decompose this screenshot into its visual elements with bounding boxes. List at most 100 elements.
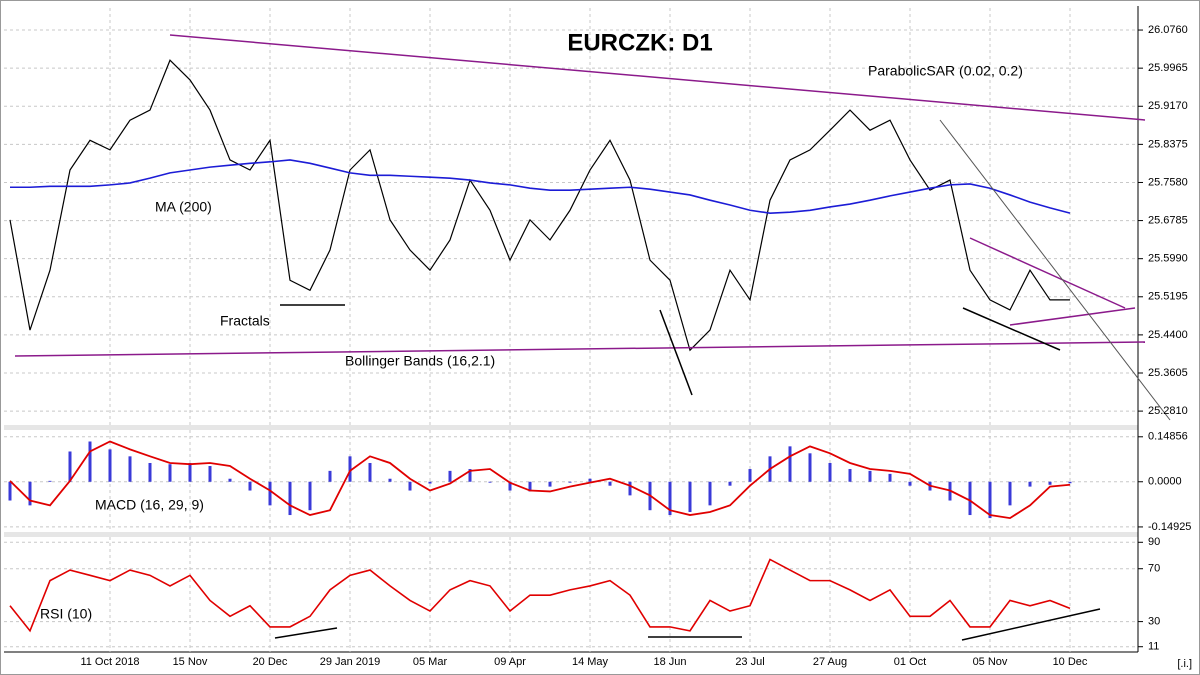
histogram-bar (188, 462, 192, 482)
panel-title: RSI (10) (40, 606, 92, 622)
y-tick-label: 25.6785 (1148, 214, 1188, 226)
histogram-bar (488, 481, 492, 483)
histogram-bar (728, 481, 732, 486)
logo: [.i.] (1177, 658, 1192, 670)
x-tick-label: 20 Dec (253, 656, 288, 668)
histogram-bar (168, 464, 172, 482)
annotation: Bollinger Bands (16,2.1) (345, 353, 495, 369)
x-tick-label: 05 Nov (973, 656, 1008, 668)
histogram-bar (788, 446, 792, 482)
x-tick-label: 29 Jan 2019 (320, 656, 381, 668)
trend-line (962, 307, 1061, 351)
y-tick-label: 25.2810 (1148, 405, 1188, 417)
y-tick-label: 25.9170 (1148, 100, 1188, 112)
histogram-bar (228, 478, 232, 482)
trend-line (14, 341, 1146, 357)
histogram-bar (888, 473, 892, 482)
y-tick-label: 90 (1148, 536, 1160, 548)
series-line (9, 59, 1070, 352)
histogram-bar (148, 462, 152, 482)
y-tick-label: 25.9965 (1148, 62, 1188, 74)
y-tick-label: 0.14856 (1148, 431, 1188, 443)
trend-line (1009, 307, 1136, 326)
histogram-bar (1048, 481, 1052, 485)
histogram-bar (308, 481, 312, 511)
y-tick-label: 25.3605 (1148, 367, 1188, 379)
histogram-bar (548, 481, 552, 487)
histogram-bar (368, 462, 372, 482)
histogram-bar (688, 481, 692, 513)
histogram-bar (608, 481, 612, 486)
x-tick-label: 05 Mar (413, 656, 448, 668)
x-tick-label: 01 Oct (894, 656, 926, 668)
histogram-bar (208, 466, 212, 482)
y-tick-label: 25.8375 (1148, 138, 1188, 150)
x-tick-label: 14 May (572, 656, 609, 668)
histogram-bar (748, 469, 752, 482)
trend-line (659, 309, 693, 396)
histogram-bar (448, 470, 452, 482)
histogram-bar (668, 481, 672, 516)
x-tick-label: 11 Oct 2018 (80, 656, 139, 668)
histogram-bar (48, 480, 52, 482)
histogram-bar (28, 481, 32, 506)
plot-layer (4, 8, 1138, 652)
trend-line (969, 237, 1126, 309)
series-line (9, 440, 1071, 520)
histogram-bar (288, 481, 292, 516)
histogram-bar (808, 453, 812, 482)
x-tick-label: 23 Jul (735, 656, 764, 668)
annotation: Fractals (220, 313, 270, 329)
x-tick-label: 15 Nov (173, 656, 208, 668)
panel-separator (4, 532, 1138, 537)
histogram-bar (848, 469, 852, 482)
series-line (9, 558, 1071, 633)
y-tick-label: 0.0000 (1148, 476, 1182, 488)
y-tick-label: 70 (1148, 563, 1160, 575)
x-tick-label: 27 Aug (813, 656, 847, 668)
histogram-bar (968, 481, 972, 516)
histogram-bar (1068, 481, 1072, 484)
histogram-bar (588, 478, 592, 482)
y-tick-label: 11 (1148, 641, 1159, 653)
histogram-bar (868, 470, 872, 482)
x-tick-label: 18 Jun (653, 656, 686, 668)
histogram-bar (128, 456, 132, 482)
y-tick-label: 25.7580 (1148, 176, 1188, 188)
histogram-bar (528, 481, 532, 492)
trend-line (169, 34, 1146, 121)
histogram-bar (408, 481, 412, 491)
histogram-bar (388, 478, 392, 482)
histogram-bar (1008, 481, 1012, 506)
histogram-bar (568, 481, 572, 483)
y-tick-label: 25.4400 (1148, 329, 1188, 341)
panel-title: MACD (16, 29, 9) (95, 497, 204, 513)
x-tick-label: 09 Apr (494, 656, 526, 668)
histogram-bar (508, 481, 512, 491)
histogram-bar (468, 469, 472, 482)
histogram-bar (988, 481, 992, 519)
histogram-bar (68, 451, 72, 482)
histogram-bar (328, 470, 332, 482)
histogram-bar (908, 481, 912, 486)
y-tick-label: -0.14925 (1148, 521, 1191, 533)
series-line (10, 159, 1071, 214)
rsi-trend-line (274, 627, 338, 639)
histogram-bar (268, 481, 272, 506)
y-tick-label: 25.5990 (1148, 253, 1188, 265)
y-tick-label: 25.5195 (1148, 291, 1188, 303)
histogram-bar (828, 462, 832, 482)
x-tick-label: 10 Dec (1053, 656, 1088, 668)
y-tick-label: 26.0760 (1148, 24, 1188, 36)
histogram-bar (248, 481, 252, 491)
panel-separator (4, 425, 1138, 430)
histogram-bar (628, 481, 632, 496)
annotation: ParabolicSAR (0.02, 0.2) (868, 63, 1023, 79)
trend-line (939, 119, 1171, 421)
histogram-bar (108, 449, 112, 482)
rsi-trend-line (961, 608, 1101, 641)
histogram-bar (8, 481, 12, 501)
histogram-bar (348, 456, 352, 482)
